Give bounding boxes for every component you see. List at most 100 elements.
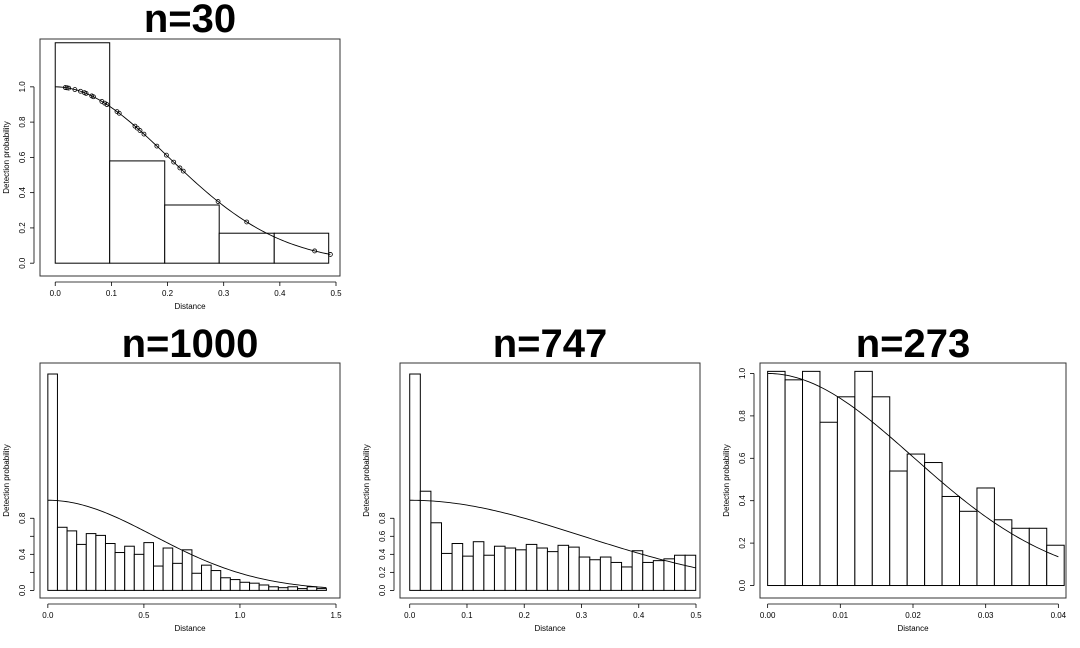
- observation-point: [177, 165, 183, 171]
- y-tick-label: 0.0: [18, 257, 27, 269]
- histogram-bar: [109, 160, 166, 264]
- x-tick-label: 1.0: [234, 611, 246, 620]
- histogram-bar: [114, 552, 126, 591]
- y-tick-label: 0.0: [18, 584, 27, 596]
- y-tick-label: 0.0: [378, 584, 387, 596]
- histogram-bar: [162, 547, 174, 591]
- histogram-bar: [451, 543, 464, 591]
- histogram-bar: [54, 42, 111, 264]
- histogram-bar: [557, 544, 570, 591]
- histogram-bar: [568, 546, 580, 591]
- x-axis-label: Distance: [534, 624, 566, 633]
- observation-point: [72, 87, 78, 92]
- x-tick-label: 0.4: [274, 289, 286, 298]
- histogram-bar: [610, 561, 623, 591]
- histogram-bar: [220, 577, 231, 591]
- x-tick-label: 1.5: [330, 611, 342, 620]
- histogram-bar: [85, 533, 97, 591]
- histogram-bar: [76, 543, 87, 591]
- observation-point: [244, 219, 250, 225]
- y-tick-label: 0.8: [18, 116, 27, 128]
- histogram-bar: [441, 552, 453, 591]
- histogram-bar: [578, 556, 591, 591]
- y-tick-label: 0.4: [18, 187, 27, 199]
- histogram-bar: [515, 549, 527, 591]
- histogram-bar: [836, 396, 856, 587]
- y-tick-label: 0.4: [738, 495, 747, 507]
- x-axis: 0.0 0.1 0.2 0.3 0.4 0.5 Distance: [50, 281, 342, 311]
- histogram-bar: [941, 495, 961, 587]
- histogram-bar: [959, 510, 978, 587]
- y-tick-label: 0.8: [738, 410, 747, 422]
- observation-point: [215, 199, 221, 204]
- observation-point: [134, 125, 140, 131]
- histogram-bar: [268, 586, 279, 591]
- x-tick-label: 0.04: [1051, 611, 1067, 620]
- x-tick-label: 0.5: [690, 611, 702, 620]
- histogram-bar: [976, 487, 995, 587]
- observation-point: [62, 85, 68, 90]
- y-tick-label: 0.2: [378, 566, 387, 578]
- x-axis: 0.0 0.5 1.0 1.5 Distance: [42, 603, 342, 633]
- observation-point: [180, 168, 186, 174]
- x-axis: 0.00 0.01 0.02 0.03 0.04 Distance: [760, 603, 1067, 633]
- chart-title: n=1000: [122, 322, 259, 366]
- histogram-bar: [56, 526, 68, 591]
- histogram-bar: [306, 586, 318, 591]
- y-axis-label: Detection probability: [2, 121, 11, 193]
- x-tick-label: 0.1: [106, 289, 118, 298]
- y-axis: 0.0 0.2 0.4 0.6 0.8 1.0 Detection probability: [722, 367, 755, 591]
- histogram-bar: [430, 522, 443, 591]
- y-tick-label: 0.8: [18, 512, 27, 524]
- histogram-bar: [924, 462, 943, 587]
- x-tick-label: 0.02: [905, 611, 921, 620]
- histogram-bar: [993, 519, 1013, 587]
- histogram-bar: [871, 396, 891, 587]
- detection-curve: [409, 499, 697, 569]
- y-tick-label: 1.0: [738, 367, 747, 379]
- observation-point: [164, 152, 169, 158]
- x-axis-label: Distance: [897, 624, 929, 633]
- x-tick-label: 0.3: [218, 289, 230, 298]
- histogram-bar: [663, 558, 676, 591]
- histogram-bar: [546, 551, 559, 591]
- x-tick-label: 0.00: [760, 611, 776, 620]
- histogram-bar: [297, 588, 308, 591]
- histogram-bar: [631, 550, 644, 591]
- x-tick-label: 0.5: [138, 611, 150, 620]
- histogram-bar: [47, 373, 58, 591]
- observation-points: [62, 85, 333, 257]
- plot-frame: [759, 362, 1067, 599]
- histogram-bar: [277, 587, 289, 591]
- observation-point: [154, 143, 160, 149]
- observation-point: [327, 252, 333, 257]
- detection-curve: [55, 86, 331, 255]
- x-axis-label: Distance: [174, 302, 206, 311]
- histogram-bar: [854, 370, 873, 587]
- histogram-bar: [210, 570, 222, 591]
- histogram-bars: [409, 373, 697, 591]
- histogram-bars: [767, 370, 1065, 587]
- y-tick-label: 0.6: [18, 151, 27, 163]
- histogram-bar: [589, 559, 601, 591]
- x-tick-label: 0.2: [162, 289, 174, 298]
- histogram-bar: [258, 584, 270, 591]
- histogram-bar: [95, 534, 106, 591]
- y-axis: 0.0 0.4 0.8 Detection probability: [2, 444, 35, 596]
- histogram-bar: [181, 549, 193, 591]
- histogram-bar: [287, 586, 299, 591]
- x-tick-label: 0.0: [50, 289, 62, 298]
- y-axis-label: Detection probability: [722, 444, 731, 516]
- x-tick-label: 0.03: [978, 611, 994, 620]
- histogram-bar: [684, 554, 697, 591]
- observation-point: [312, 248, 318, 254]
- histogram-bar: [462, 555, 474, 591]
- chart-title: n=30: [144, 0, 236, 41]
- y-tick-label: 0.8: [378, 512, 387, 524]
- histogram-bars: [47, 373, 327, 591]
- histogram-bar: [201, 564, 212, 591]
- histogram-bar: [819, 421, 838, 587]
- x-tick-label: 0.2: [519, 611, 531, 620]
